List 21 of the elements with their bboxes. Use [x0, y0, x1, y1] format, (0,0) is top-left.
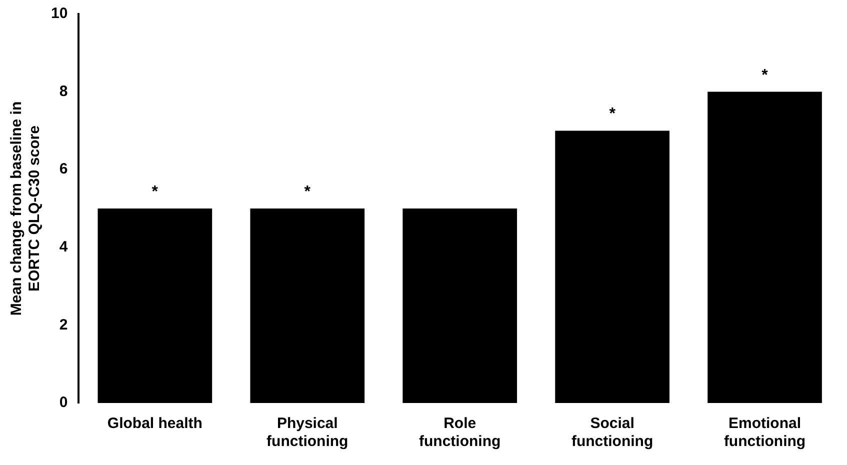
y-tick-label: 2: [59, 316, 68, 334]
bar: [708, 92, 822, 403]
annotation: *: [304, 184, 312, 200]
bar: [555, 130, 670, 403]
bar: [98, 208, 212, 403]
x-tick-label: Global health: [107, 415, 202, 432]
y-tick-label: 10: [50, 5, 68, 22]
y-tick-label: 6: [59, 160, 68, 178]
y-tick-label: 8: [59, 82, 68, 100]
x-tick-label: Emotional functioning: [724, 415, 806, 450]
y-axis-title: Mean change from baseline in EORTC QLQ-C30 score: [8, 101, 44, 316]
bar: [250, 208, 365, 403]
bar: [402, 208, 518, 403]
annotation: *: [609, 106, 616, 123]
annotation: *: [152, 184, 159, 200]
x-tick-label: Role functioning: [419, 415, 501, 450]
y-tick-label: 0: [59, 394, 68, 412]
x-tick-label: Physical functioning: [266, 415, 348, 450]
y-tick-label: 4: [59, 238, 68, 256]
annotation: *: [762, 66, 769, 84]
x-tick-label: Social functioning: [571, 415, 654, 450]
